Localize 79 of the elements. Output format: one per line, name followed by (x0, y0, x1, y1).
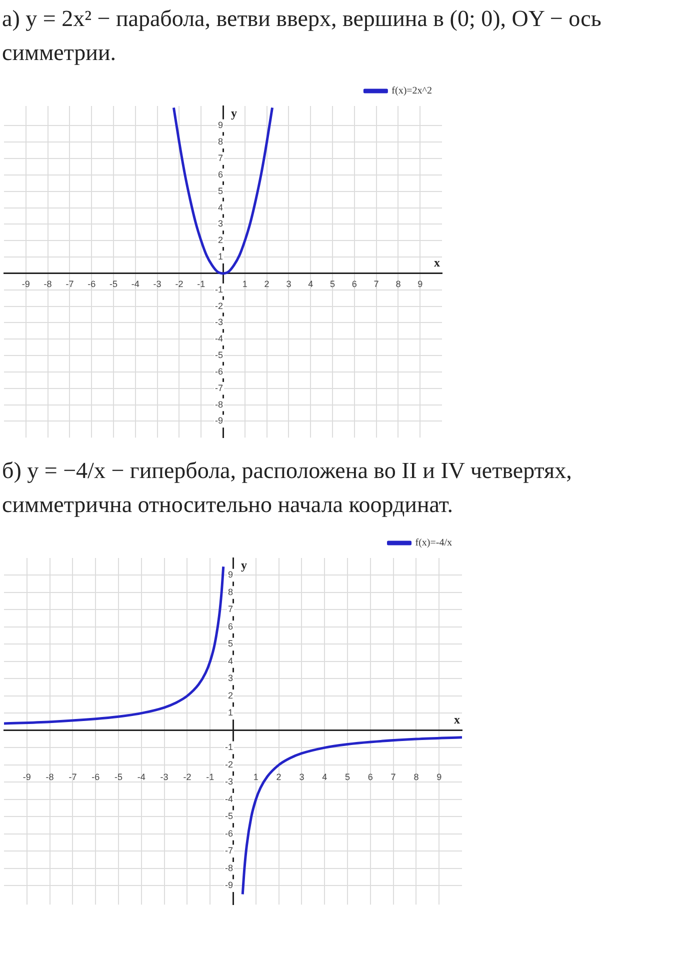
x-tick-label: -9 (22, 278, 30, 289)
y-axis-title: y (231, 106, 237, 120)
x-tick-label: 9 (418, 278, 423, 289)
y-tick-label: 9 (218, 120, 223, 130)
y-tick-label: 8 (218, 136, 223, 147)
x-tick-label: -1 (206, 772, 214, 782)
legend-label: f(x)=-4/x (415, 538, 452, 549)
x-tick-label: -5 (114, 772, 123, 782)
x-tick-label: -4 (131, 278, 140, 289)
chart-title: б) y = −4/x − гипербола, расположена во II и IV четвертях, симметрична относительно начала координат. (1, 457, 573, 519)
y-tick-label: 2 (218, 235, 223, 246)
x-tick-label: -9 (22, 772, 31, 782)
y-tick-label: 5 (228, 638, 233, 649)
y-tick-label: 6 (218, 169, 223, 180)
y-tick-label: 1 (218, 252, 223, 262)
x-tick-label: -3 (153, 278, 162, 289)
x-tick-label: -8 (44, 278, 52, 289)
y-tick-label: 8 (228, 586, 233, 597)
y-tick-label: -2 (224, 759, 233, 770)
x-tick-label: 7 (390, 772, 396, 782)
y-tick-label: -2 (214, 300, 223, 311)
x-tick-label: -6 (92, 772, 100, 782)
y-tick-label: 2 (228, 690, 233, 700)
x-axis-title: x (454, 712, 460, 727)
line-series (172, 106, 274, 275)
x-axis-title: x (434, 256, 440, 270)
y-tick-label: 7 (228, 604, 233, 614)
y-tick-label: -4 (224, 794, 233, 804)
x-tick-label: 2 (264, 278, 270, 289)
y-tick-label: -5 (214, 350, 223, 360)
x-tick-label: -4 (137, 772, 146, 782)
x-tick-label: 9 (436, 772, 442, 782)
y-tick-label: -4 (214, 334, 223, 344)
x-tick-label: -8 (46, 772, 54, 782)
x-tick-label: 1 (253, 772, 258, 782)
x-tick-label: -2 (183, 772, 192, 782)
y-tick-label: -5 (224, 811, 233, 822)
x-tick-label: 6 (352, 278, 357, 289)
y-tick-label: -7 (224, 846, 233, 856)
x-tick-label: -7 (66, 278, 74, 289)
y-tick-label: 7 (218, 153, 223, 164)
y-tick-label: 4 (218, 202, 223, 212)
x-tick-label: -2 (175, 278, 184, 289)
x-tick-label: 7 (374, 278, 379, 289)
y-tick-label: -9 (214, 416, 223, 426)
x-tick-label: -1 (197, 278, 206, 289)
y-tick-label: -9 (224, 880, 233, 890)
y-tick-label: 5 (218, 186, 223, 196)
x-tick-label: -7 (68, 772, 77, 782)
y-tick-label: -7 (214, 382, 223, 393)
y-tick-label: -8 (214, 399, 223, 410)
y-tick-label: -6 (224, 828, 233, 838)
legend-label: f(x)=2x^2 (392, 86, 432, 97)
x-tick-label: 5 (344, 772, 350, 782)
x-tick-label: -6 (88, 278, 96, 289)
x-tick-label: 6 (368, 772, 373, 782)
chart-title: а) y = 2x² − парабола, ветви вверх, вершина в (0; 0), OY − ось симметрии. (1, 5, 602, 67)
x-tick-label: 4 (322, 772, 328, 782)
x-tick-label: 1 (242, 278, 248, 289)
y-tick-label: -3 (214, 317, 223, 328)
x-tick-label: -5 (109, 278, 118, 289)
y-tick-label: 9 (228, 570, 233, 580)
y-axis-title: y (241, 558, 247, 572)
y-tick-label: 6 (228, 621, 233, 632)
x-tick-label: 4 (308, 278, 314, 289)
x-tick-label: -3 (160, 772, 168, 782)
x-tick-label: 8 (396, 278, 401, 289)
x-tick-label: 3 (286, 278, 292, 289)
y-tick-label: 3 (228, 673, 233, 684)
y-tick-label: -1 (224, 742, 233, 752)
y-tick-label: 4 (228, 656, 233, 666)
x-tick-label: 5 (330, 278, 336, 289)
y-tick-label: 3 (218, 218, 223, 229)
y-tick-label: -8 (224, 862, 233, 873)
x-tick-label: 2 (276, 772, 282, 782)
y-tick-label: 1 (228, 708, 233, 718)
y-tick-label: -6 (214, 366, 223, 376)
x-tick-label: 8 (414, 772, 419, 782)
x-tick-label: 3 (299, 772, 304, 782)
